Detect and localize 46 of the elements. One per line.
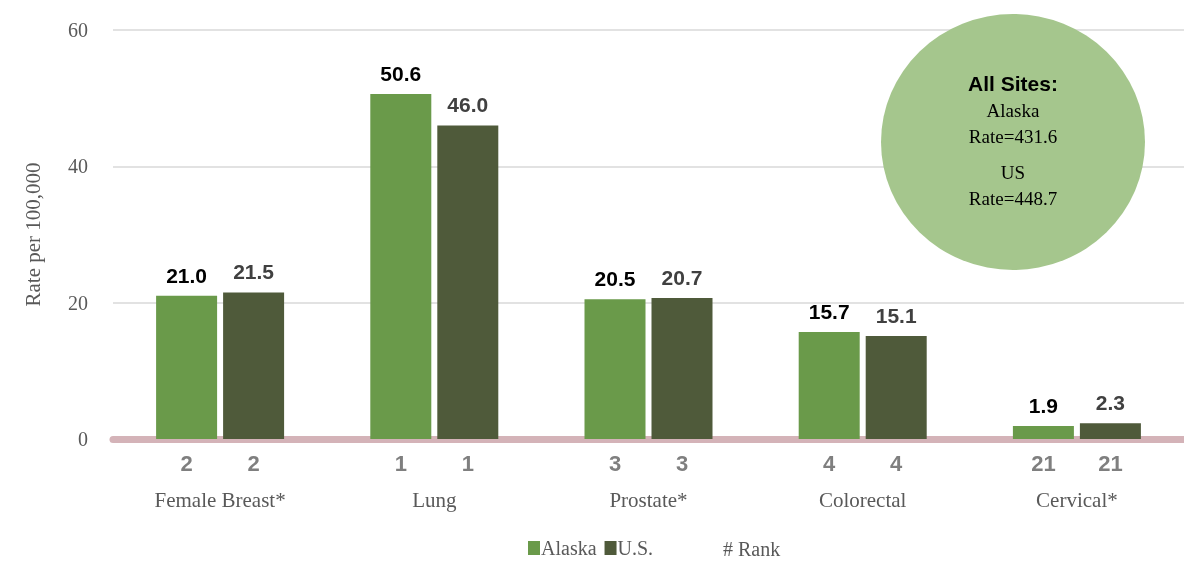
bar <box>584 299 646 439</box>
y-axis-title: Rate per 100,000 <box>20 162 45 307</box>
annotation: US Rate=448.7 <box>968 161 1058 211</box>
bar <box>156 295 218 439</box>
bar <box>437 125 499 439</box>
bar <box>798 331 860 439</box>
y-tick-label: 40 <box>68 155 88 178</box>
y-tick-label: 60 <box>68 19 88 41</box>
annotation: 2 <box>247 450 260 476</box>
bar <box>1012 426 1074 439</box>
annotation: Alaska Rate=431.6 <box>968 99 1058 149</box>
bar <box>370 94 432 439</box>
data-label: 46.0 <box>447 93 489 117</box>
data-label: 15.7 <box>808 299 850 323</box>
data-label: 20.5 <box>594 267 636 291</box>
data-label: 1.9 <box>1028 394 1058 418</box>
legend-label: Alaska <box>541 537 597 559</box>
annotation: 3 <box>608 450 622 476</box>
x-tick-label: Colorectal <box>818 487 907 512</box>
data-label: 21.0 <box>166 263 208 287</box>
data-label: 20.7 <box>661 265 703 289</box>
annotation: 4 <box>823 450 837 476</box>
annotation: All Sites: <box>968 72 1058 96</box>
annotation: 21 <box>1031 450 1056 476</box>
x-tick-label: Prostate* <box>609 487 688 512</box>
annotation: 1 <box>394 450 407 476</box>
data-label: 21.5 <box>233 260 275 284</box>
y-tick-label: 20 <box>68 291 88 314</box>
annotation: 3 <box>675 450 689 476</box>
bar <box>651 297 713 439</box>
data-label: 15.1 <box>875 304 917 328</box>
annotation: 1 <box>461 450 474 476</box>
x-tick-label: Cervical* <box>1036 487 1118 512</box>
bar <box>1079 423 1141 439</box>
y-tick-label: 0 <box>78 428 88 450</box>
bar <box>223 292 285 439</box>
x-tick-label: Female Breast* <box>154 487 286 512</box>
legend-label: U.S. <box>617 537 654 559</box>
annotation: 4 <box>890 450 904 476</box>
data-label: 2.3 <box>1095 391 1125 415</box>
annotation: 21 <box>1098 450 1123 476</box>
annotation: 2 <box>180 450 193 476</box>
text: # Rank <box>723 538 781 560</box>
bar <box>865 336 927 439</box>
x-tick-label: Lung <box>412 487 457 512</box>
data-label: 50.6 <box>380 62 422 86</box>
